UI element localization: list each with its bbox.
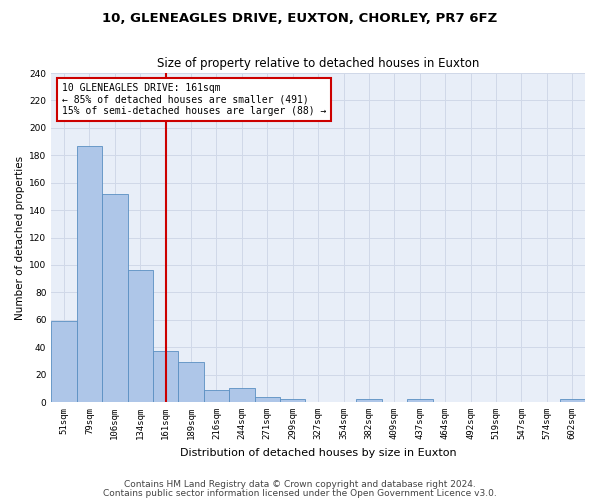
Text: Contains HM Land Registry data © Crown copyright and database right 2024.: Contains HM Land Registry data © Crown c…: [124, 480, 476, 489]
Bar: [407, 400, 433, 402]
Bar: [178, 362, 204, 402]
Y-axis label: Number of detached properties: Number of detached properties: [15, 156, 25, 320]
X-axis label: Distribution of detached houses by size in Euxton: Distribution of detached houses by size …: [180, 448, 457, 458]
Text: Contains public sector information licensed under the Open Government Licence v3: Contains public sector information licen…: [103, 489, 497, 498]
Bar: [51, 321, 77, 402]
Bar: [229, 388, 254, 402]
Bar: [204, 390, 229, 402]
Title: Size of property relative to detached houses in Euxton: Size of property relative to detached ho…: [157, 58, 479, 70]
Bar: [77, 146, 102, 402]
Bar: [280, 400, 305, 402]
Text: 10, GLENEAGLES DRIVE, EUXTON, CHORLEY, PR7 6FZ: 10, GLENEAGLES DRIVE, EUXTON, CHORLEY, P…: [103, 12, 497, 26]
Bar: [153, 352, 178, 402]
Bar: [356, 400, 382, 402]
Bar: [128, 270, 153, 402]
Bar: [254, 396, 280, 402]
Text: 10 GLENEAGLES DRIVE: 161sqm
← 85% of detached houses are smaller (491)
15% of se: 10 GLENEAGLES DRIVE: 161sqm ← 85% of det…: [62, 83, 326, 116]
Bar: [560, 400, 585, 402]
Bar: [102, 194, 128, 402]
